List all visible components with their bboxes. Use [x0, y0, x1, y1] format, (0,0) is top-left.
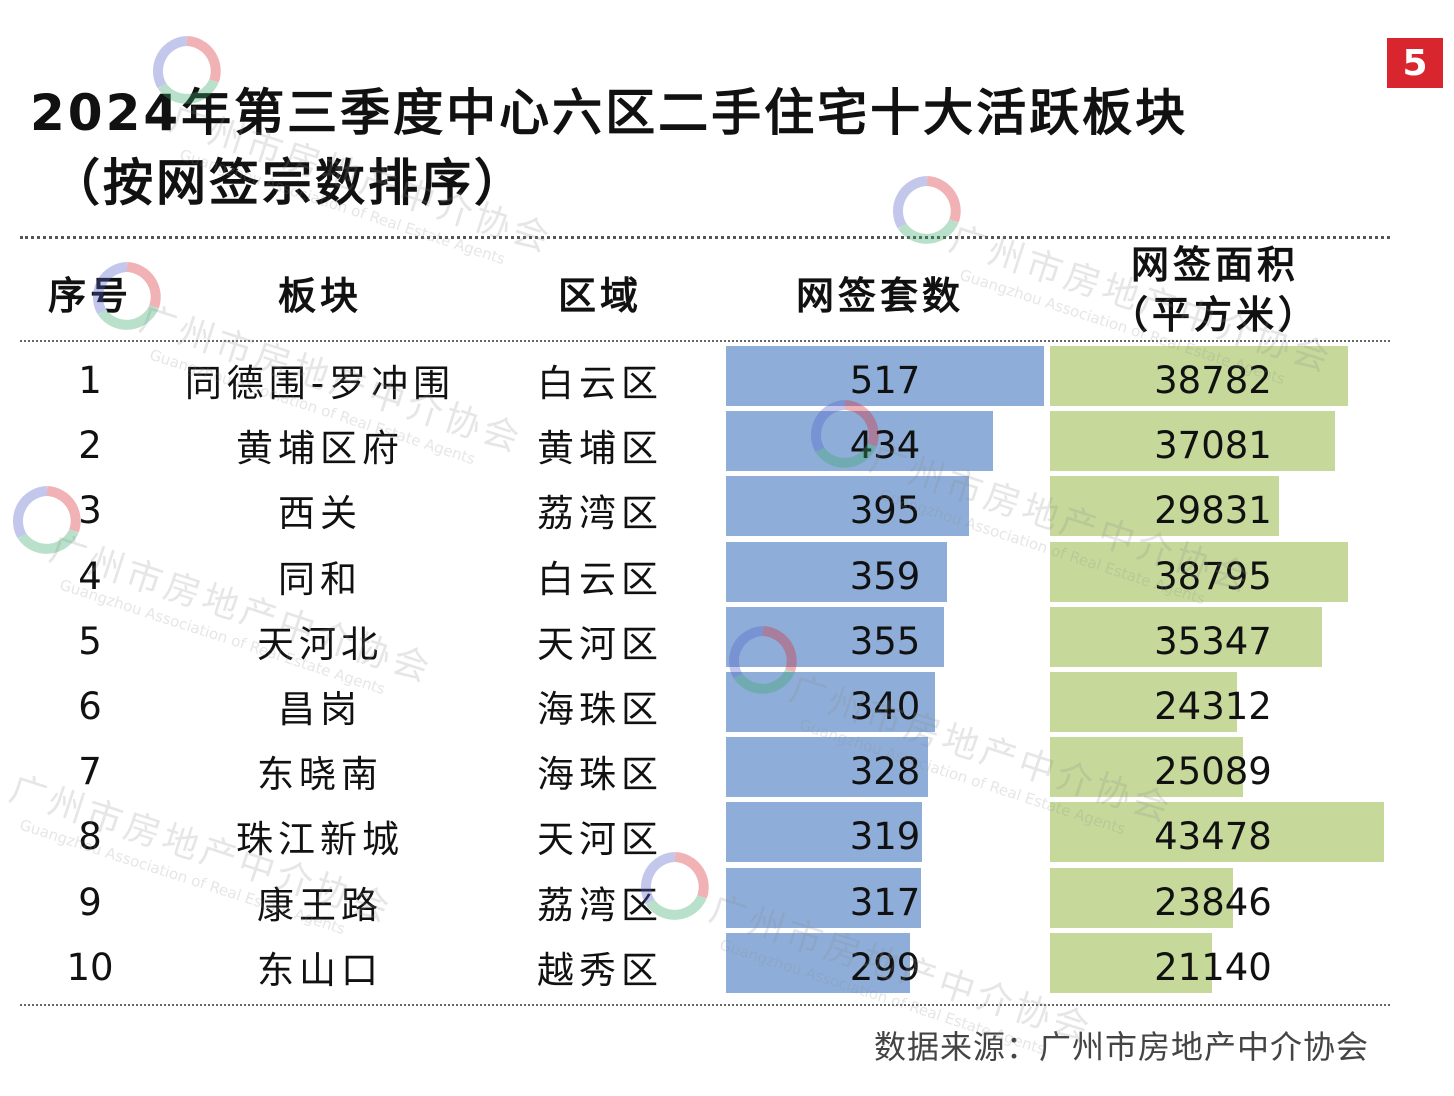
area-bar [1050, 607, 1322, 667]
units-bar [726, 607, 944, 667]
table-top-rule [20, 236, 1390, 239]
row-rank: 10 [66, 945, 114, 989]
row-district: 海珠区 [537, 753, 663, 796]
units-bar [726, 542, 947, 602]
page-subtitle: （按网签宗数排序） [50, 154, 527, 212]
row-district: 天河区 [537, 818, 663, 861]
row-rank: 1 [78, 358, 102, 402]
area-bar [1050, 737, 1243, 797]
units-bar [726, 868, 921, 928]
header-district: 区域 [557, 273, 642, 318]
units-value: 328 [849, 749, 921, 793]
units-value: 317 [849, 880, 921, 924]
row-district: 白云区 [537, 362, 663, 405]
area-bar [1050, 542, 1348, 602]
units-value: 340 [849, 684, 921, 728]
units-value: 517 [849, 358, 921, 402]
row-district: 天河区 [537, 623, 663, 666]
table-bottom-rule [20, 1004, 1390, 1006]
row-block-name: 天河北 [257, 623, 383, 666]
row-block-name: 黄埔区府 [236, 427, 404, 470]
row-rank: 4 [78, 554, 102, 598]
header-block: 板块 [277, 273, 362, 318]
area-value: 43478 [1154, 814, 1272, 858]
units-value: 355 [849, 619, 921, 663]
row-district: 荔湾区 [537, 884, 663, 927]
area-value: 29831 [1154, 488, 1272, 532]
area-bar [1050, 672, 1237, 732]
row-block-name: 康王路 [257, 884, 383, 927]
row-block-name: 珠江新城 [236, 818, 404, 861]
row-rank: 8 [78, 814, 102, 858]
units-bar [726, 737, 928, 797]
table-header-rule [20, 340, 1390, 342]
units-bar [726, 802, 922, 862]
area-bar [1050, 476, 1279, 536]
area-value: 23846 [1154, 880, 1272, 924]
area-value: 21140 [1154, 945, 1272, 989]
area-bar [1050, 411, 1335, 471]
area-value: 25089 [1154, 749, 1272, 793]
row-block-name: 东山口 [257, 949, 383, 992]
header-area-line1: 网签面积 [1130, 243, 1299, 287]
area-value: 35347 [1154, 619, 1272, 663]
area-bar [1050, 868, 1233, 928]
header-area: 网签面积 （平方米） [1060, 240, 1370, 340]
area-value: 38782 [1154, 358, 1272, 402]
row-rank: 9 [78, 880, 102, 924]
row-block-name: 东晓南 [257, 753, 383, 796]
area-value: 37081 [1154, 423, 1272, 467]
row-district: 荔湾区 [537, 492, 663, 535]
row-rank: 6 [78, 684, 102, 728]
area-value: 38795 [1154, 554, 1272, 598]
header-units: 网签套数 [795, 273, 964, 318]
units-bar [726, 672, 935, 732]
area-bar [1050, 802, 1384, 862]
page-number-badge: 5 [1387, 38, 1443, 88]
row-block-name: 西关 [278, 492, 362, 535]
units-bar [726, 411, 993, 471]
row-rank: 3 [78, 488, 102, 532]
area-bar [1050, 346, 1348, 406]
page-title: 2024年第三季度中心六区二手住宅十大活跃板块 [30, 84, 1189, 142]
row-district: 白云区 [537, 558, 663, 601]
row-block-name: 同德围-罗冲围 [184, 362, 456, 405]
data-source-note: 数据来源：广州市房地产中介协会 [874, 1028, 1370, 1066]
row-block-name: 昌岗 [278, 688, 362, 731]
row-rank: 2 [78, 423, 102, 467]
header-rank: 序号 [47, 273, 132, 318]
area-bar [1050, 933, 1212, 993]
row-block-name: 同和 [278, 558, 362, 601]
units-value: 359 [849, 554, 921, 598]
units-bar [726, 933, 910, 993]
row-district: 黄埔区 [537, 427, 663, 470]
units-value: 299 [849, 945, 921, 989]
units-bar [726, 476, 969, 536]
header-area-line2: （平方米） [1109, 293, 1320, 337]
row-rank: 7 [78, 749, 102, 793]
area-value: 24312 [1154, 684, 1272, 728]
units-bar [726, 346, 1044, 406]
row-district: 越秀区 [537, 949, 663, 992]
row-district: 海珠区 [537, 688, 663, 731]
units-value: 434 [849, 423, 921, 467]
units-value: 395 [849, 488, 921, 532]
units-value: 319 [849, 814, 921, 858]
row-rank: 5 [78, 619, 102, 663]
